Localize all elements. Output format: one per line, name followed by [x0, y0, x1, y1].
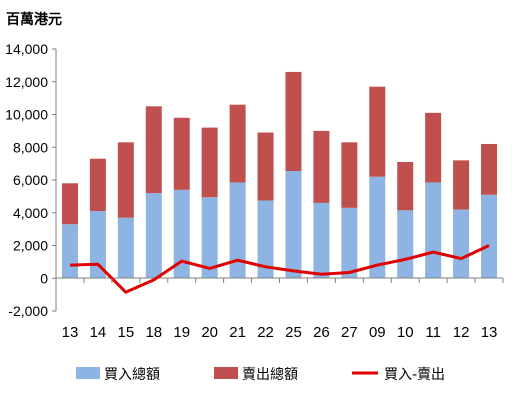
x-axis-ticks: 13 14 15 18 19 20 21 22 25 26 27 09 10 11 12 13: [55, 278, 504, 341]
x-tick-label: 20: [201, 324, 218, 341]
bar-sell: [145, 106, 162, 194]
legend-swatch-sell: [214, 367, 238, 379]
y-tick-label: 8,000: [13, 139, 48, 155]
x-tick-label: 21: [229, 324, 246, 341]
bar-sell: [257, 132, 274, 201]
bar-buy: [481, 194, 498, 279]
y-axis-ticks: -2,000 0 2,000 4,000 6,000 8,000 10,000 12,000 1…: [5, 41, 56, 319]
x-tick-label: 11: [425, 324, 441, 341]
bar-buy: [369, 176, 386, 279]
y-tick-label: 12,000: [5, 74, 48, 90]
y-tick-label: -2,000: [8, 303, 48, 319]
bar-buy: [89, 211, 106, 279]
bar-sell: [453, 160, 470, 210]
bar-sell: [173, 117, 190, 190]
legend: 買入總額 賣出總額 買入-賣出: [76, 366, 445, 383]
y-tick-label: 14,000: [5, 41, 48, 57]
legend-label-net: 買入-賣出: [384, 367, 445, 383]
bar-sell: [89, 158, 106, 212]
net-line-path: [69, 244, 490, 294]
bar-buy: [117, 217, 134, 279]
bars: [61, 71, 498, 279]
y-tick-label: 0: [40, 270, 48, 286]
x-tick-label: 19: [173, 324, 190, 341]
y-tick-label: 2,000: [13, 238, 48, 254]
x-tick-label: 26: [313, 324, 330, 341]
bar-sell: [117, 142, 134, 218]
x-tick-label: 10: [397, 324, 414, 341]
x-tick-label: 25: [285, 324, 302, 341]
x-tick-label: 27: [341, 324, 358, 341]
net-line: [69, 244, 490, 294]
x-tick-label: 13: [62, 324, 79, 341]
x-tick-label: 12: [453, 324, 470, 341]
bar-buy: [61, 224, 78, 279]
bar-buy: [341, 207, 358, 279]
y-tick-label: 4,000: [13, 205, 48, 221]
x-tick-label: 09: [369, 324, 386, 341]
bar-buy: [257, 200, 274, 279]
x-tick-label: 15: [118, 324, 135, 341]
bar-sell: [229, 104, 246, 183]
bar-buy: [425, 182, 442, 279]
bar-buy: [229, 182, 246, 279]
y-tick-label: 6,000: [13, 172, 48, 188]
bar-buy: [145, 193, 162, 279]
bar-buy: [313, 202, 330, 279]
bar-sell: [285, 71, 302, 171]
bar-buy: [397, 210, 414, 279]
legend-label-sell: 賣出總額: [242, 366, 298, 383]
bar-sell: [397, 161, 414, 211]
bar-buy: [285, 170, 302, 279]
bar-sell: [369, 86, 386, 177]
legend-label-buy: 買入總額: [104, 366, 160, 383]
x-tick-label: 13: [481, 324, 498, 341]
bar-sell: [425, 112, 442, 183]
bar-sell: [61, 183, 78, 225]
x-tick-label: 18: [145, 324, 162, 341]
bar-sell: [201, 127, 218, 198]
legend-swatch-buy: [76, 367, 100, 379]
bar-sell: [481, 143, 498, 195]
x-tick-label: 22: [257, 324, 274, 341]
unit-label: 百萬港元: [6, 11, 62, 28]
bar-sell: [341, 142, 358, 208]
bar-buy: [453, 209, 470, 279]
bar-buy: [173, 189, 190, 279]
bar-sell: [313, 130, 330, 203]
x-tick-label: 14: [90, 324, 107, 341]
bar-buy: [201, 197, 218, 279]
y-tick-label: 10,000: [5, 107, 48, 123]
